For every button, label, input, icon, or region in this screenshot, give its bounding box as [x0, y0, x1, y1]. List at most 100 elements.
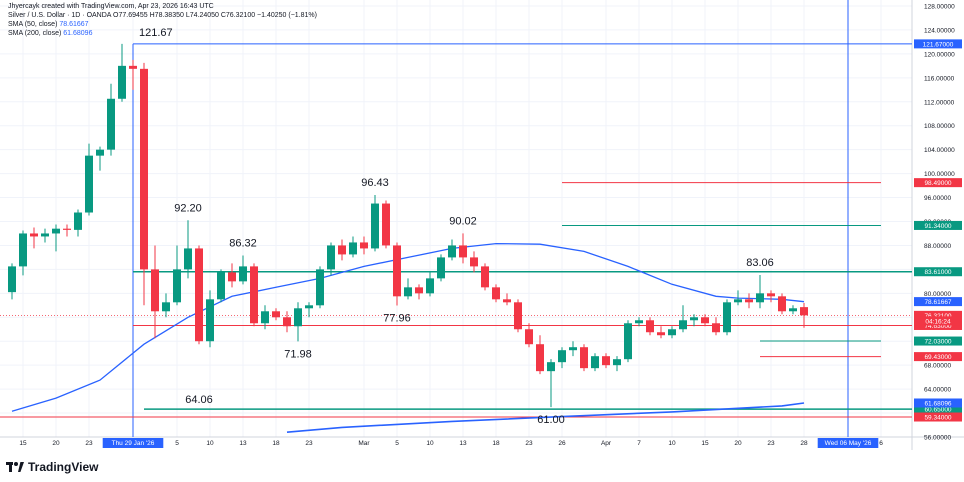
candle[interactable]	[294, 308, 302, 327]
candle[interactable]	[558, 350, 566, 363]
x-tick-label: 23	[85, 440, 93, 447]
candle[interactable]	[481, 266, 489, 288]
candle[interactable]	[734, 299, 742, 303]
x-tick-label: 7	[637, 440, 641, 447]
candle[interactable]	[338, 245, 346, 255]
candle[interactable]	[679, 320, 687, 330]
candle[interactable]	[140, 68, 148, 270]
candle[interactable]	[8, 266, 16, 293]
candle[interactable]	[756, 293, 764, 303]
y-tick-label: 124.00000	[924, 27, 955, 34]
candle[interactable]	[800, 307, 808, 316]
candle[interactable]	[437, 257, 445, 279]
candle[interactable]	[415, 287, 423, 294]
level-tag: 83.61000	[924, 269, 951, 276]
sma200-line	[286, 402, 805, 433]
candle[interactable]	[492, 287, 500, 300]
candle[interactable]	[327, 245, 335, 270]
candle[interactable]	[690, 317, 698, 321]
x-tick-label: Apr	[601, 440, 612, 447]
candle[interactable]	[360, 242, 368, 249]
candle[interactable]	[305, 305, 313, 309]
candle[interactable]	[184, 248, 192, 270]
candle[interactable]	[217, 272, 225, 300]
symbol-name: Silver / U.S. Dollar · 1D · OANDA	[8, 12, 112, 19]
candle[interactable]	[602, 356, 610, 366]
candle[interactable]	[547, 362, 555, 372]
tradingview-brand[interactable]: TradingView	[6, 460, 98, 474]
x-label-highlight: Thu 29 Jan '26	[112, 440, 155, 447]
candle[interactable]	[19, 233, 27, 267]
candle[interactable]	[404, 287, 412, 297]
candle[interactable]	[206, 299, 214, 342]
candle[interactable]	[129, 65, 137, 69]
candle[interactable]	[723, 302, 731, 333]
candle[interactable]	[85, 155, 93, 213]
candle[interactable]	[371, 203, 379, 249]
candle[interactable]	[701, 317, 709, 324]
candle[interactable]	[778, 296, 786, 312]
candle[interactable]	[503, 299, 511, 303]
candle[interactable]	[118, 65, 126, 99]
candle[interactable]	[514, 302, 522, 330]
price-annotation: 61.00	[537, 414, 565, 426]
candle[interactable]	[591, 356, 599, 369]
candle[interactable]	[261, 311, 269, 324]
candle[interactable]	[393, 245, 401, 297]
candle[interactable]	[63, 228, 71, 230]
candle[interactable]	[613, 359, 621, 366]
candle[interactable]	[41, 233, 49, 237]
candle[interactable]	[767, 293, 775, 297]
candle[interactable]	[30, 233, 38, 237]
symbol-line: Silver / U.S. Dollar · 1D · OANDA O77.69…	[8, 11, 317, 20]
candle[interactable]	[195, 248, 203, 342]
candle[interactable]	[151, 269, 159, 312]
level-tag-bg	[914, 412, 962, 422]
sma50-line	[11, 242, 805, 412]
candle[interactable]	[162, 302, 170, 312]
candle[interactable]	[536, 344, 544, 372]
candle[interactable]	[382, 203, 390, 246]
candle[interactable]	[580, 347, 588, 369]
candle[interactable]	[459, 245, 467, 258]
price-annotation: 71.98	[284, 348, 312, 360]
sma200-value: 61.68096	[63, 30, 93, 37]
level-tag-bg	[914, 39, 962, 49]
candle[interactable]	[668, 329, 676, 336]
candle[interactable]	[569, 347, 577, 351]
sma200-legend[interactable]: SMA (200, close) 61.68096	[8, 29, 92, 38]
price-tag: 78.61667	[924, 299, 951, 306]
candle[interactable]	[52, 228, 60, 234]
candle[interactable]	[272, 311, 280, 318]
candle[interactable]	[624, 323, 632, 360]
candle[interactable]	[448, 245, 456, 258]
candle[interactable]	[173, 269, 181, 303]
candle[interactable]	[745, 299, 753, 303]
candle[interactable]	[646, 320, 654, 333]
candle[interactable]	[228, 272, 236, 282]
candle[interactable]	[96, 149, 104, 156]
candle[interactable]	[470, 257, 478, 267]
candle[interactable]	[250, 266, 258, 324]
y-tick-label: 96.00000	[924, 195, 951, 202]
candle[interactable]	[283, 317, 291, 327]
y-tick-label: 100.00000	[924, 171, 955, 178]
sma50-legend[interactable]: SMA (50, close) 78.61667	[8, 20, 89, 29]
level-tag-bg	[914, 220, 962, 230]
candle[interactable]	[74, 212, 82, 230]
candle[interactable]	[316, 269, 324, 306]
x-tick-label: 20	[734, 440, 742, 447]
candle[interactable]	[635, 320, 643, 324]
candle[interactable]	[525, 329, 533, 345]
price-tag-bg	[914, 316, 962, 326]
candle[interactable]	[426, 278, 434, 294]
candle[interactable]	[107, 98, 115, 150]
y-tick-label: 80.00000	[924, 291, 951, 298]
y-tick-label: 56.00000	[924, 435, 951, 442]
candle[interactable]	[349, 242, 357, 255]
candle[interactable]	[239, 266, 247, 282]
candle[interactable]	[657, 332, 665, 336]
candle[interactable]	[712, 323, 720, 333]
candle[interactable]	[789, 308, 797, 312]
